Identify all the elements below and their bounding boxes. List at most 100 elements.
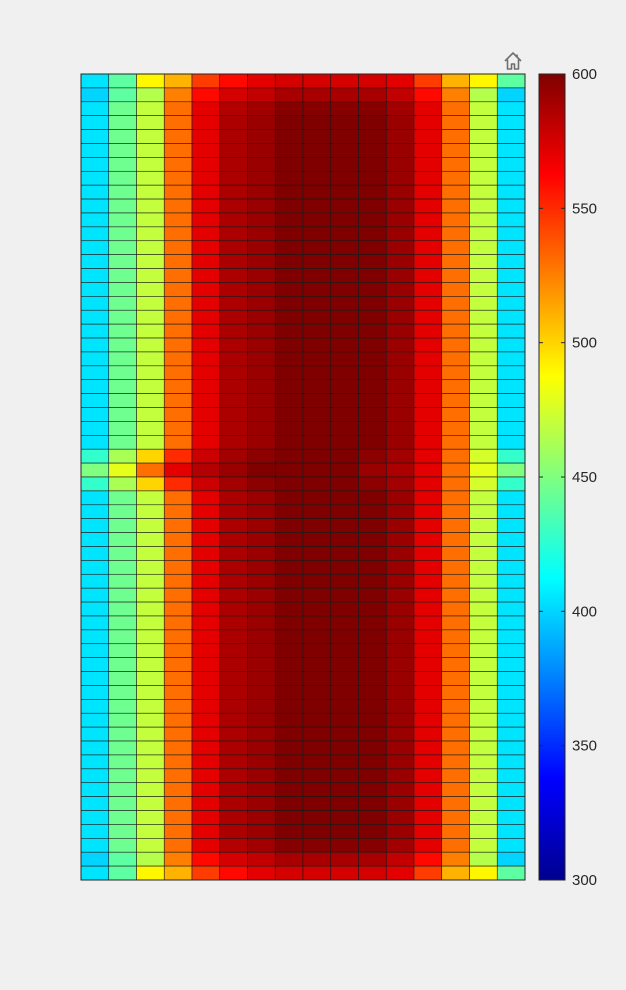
heatmap-cell [136, 838, 165, 853]
heatmap-cell [247, 240, 276, 255]
heatmap-cell [219, 671, 248, 686]
heatmap-cell [80, 824, 110, 839]
heatmap-cell [108, 435, 137, 450]
heatmap-cell [358, 629, 387, 645]
heatmap-cell [219, 476, 248, 492]
heatmap-cell [163, 143, 193, 158]
heatmap-cell [302, 671, 332, 686]
heatmap-cell [219, 407, 248, 422]
heatmap-cell [274, 615, 304, 631]
heatmap-cell [274, 309, 304, 325]
heatmap-cell [108, 198, 137, 214]
heatmap-cell [274, 435, 304, 450]
heatmap-cell [274, 365, 304, 381]
heatmap-cell [302, 379, 332, 394]
heatmap-cell [247, 129, 276, 144]
heatmap-cell [108, 573, 137, 589]
heatmap-cell [496, 476, 526, 492]
heatmap-cell [247, 87, 276, 103]
heatmap-cell [191, 671, 221, 686]
heatmap-cell [274, 782, 304, 797]
heatmap-cell [108, 254, 137, 269]
heatmap-cell [330, 115, 359, 130]
heatmap-cell [358, 712, 387, 728]
heatmap-cell [219, 393, 248, 408]
heatmap-cell [136, 435, 165, 450]
heatmap-cell [219, 629, 248, 645]
heatmap-cell [413, 407, 443, 422]
heatmap-cell [496, 782, 526, 797]
heatmap-cell [191, 810, 221, 825]
heatmap-cell [496, 671, 526, 686]
heatmap-cell [469, 712, 498, 728]
heatmap-cell [330, 240, 359, 255]
heatmap-cell [302, 740, 332, 756]
heatmap-cell [80, 490, 110, 506]
heatmap-cell [413, 296, 443, 311]
heatmap-cell [274, 796, 304, 811]
heatmap-cell [469, 115, 498, 130]
heatmap-cell [219, 768, 248, 784]
heatmap-cell [358, 379, 387, 394]
heatmap-cell [469, 768, 498, 784]
heatmap-cell [274, 671, 304, 686]
heatmap-cell [219, 573, 248, 589]
heatmap-cell [191, 268, 221, 283]
heatmap-cell [330, 560, 359, 575]
heatmap-cell [385, 587, 415, 603]
heatmap-cell [247, 643, 276, 658]
heatmap-cell [274, 532, 304, 547]
heatmap-cell [80, 657, 110, 672]
heatmap-cell [191, 129, 221, 144]
heatmap-cell [385, 115, 415, 130]
heatmap-cell [496, 170, 526, 186]
heatmap-cell [136, 768, 165, 784]
heatmap-cell [358, 351, 387, 367]
heatmap-cell [441, 712, 470, 728]
heatmap-cell [191, 351, 221, 367]
heatmap-cell [413, 73, 443, 89]
heatmap-cell [330, 865, 359, 881]
heatmap-cell [385, 712, 415, 728]
heatmap-cell [274, 379, 304, 394]
heatmap-cell [385, 838, 415, 853]
heatmap-cell [191, 198, 221, 214]
heatmap-cell [136, 296, 165, 311]
heatmap-cell [247, 546, 276, 561]
heatmap-cell [108, 323, 137, 339]
heatmap-cell [441, 448, 470, 464]
heatmap-cell [469, 309, 498, 325]
heatmap-cell [219, 337, 248, 353]
heatmap-cell [496, 629, 526, 645]
heatmap-cell [302, 629, 332, 645]
heatmap-cell [302, 73, 332, 89]
heatmap-cell [80, 268, 110, 283]
heatmap-grid [80, 73, 526, 881]
heatmap-cell [441, 726, 470, 742]
heatmap-cell [358, 157, 387, 172]
heatmap-cell [413, 268, 443, 283]
heatmap-cell [441, 435, 470, 450]
heatmap-cell [136, 351, 165, 367]
heatmap-cell [80, 240, 110, 255]
heatmap-cell [163, 712, 193, 728]
heatmap-cell [191, 490, 221, 506]
heatmap-cell [302, 657, 332, 672]
heatmap-cell [163, 184, 193, 200]
heatmap-cell [496, 101, 526, 116]
heatmap-cell [469, 337, 498, 353]
heatmap-cell [302, 129, 332, 144]
home-button[interactable] [502, 50, 524, 72]
heatmap-cell [469, 546, 498, 561]
heatmap-cell [441, 393, 470, 408]
heatmap-cell [413, 657, 443, 672]
heatmap-cell [108, 768, 137, 784]
heatmap-cell [441, 518, 470, 533]
heatmap-cell [247, 518, 276, 533]
heatmap-cell [219, 865, 248, 881]
heatmap-cell [80, 296, 110, 311]
heatmap-cell [385, 601, 415, 617]
heatmap-cell [441, 87, 470, 103]
heatmap-cell [413, 824, 443, 839]
heatmap-cell [219, 268, 248, 283]
